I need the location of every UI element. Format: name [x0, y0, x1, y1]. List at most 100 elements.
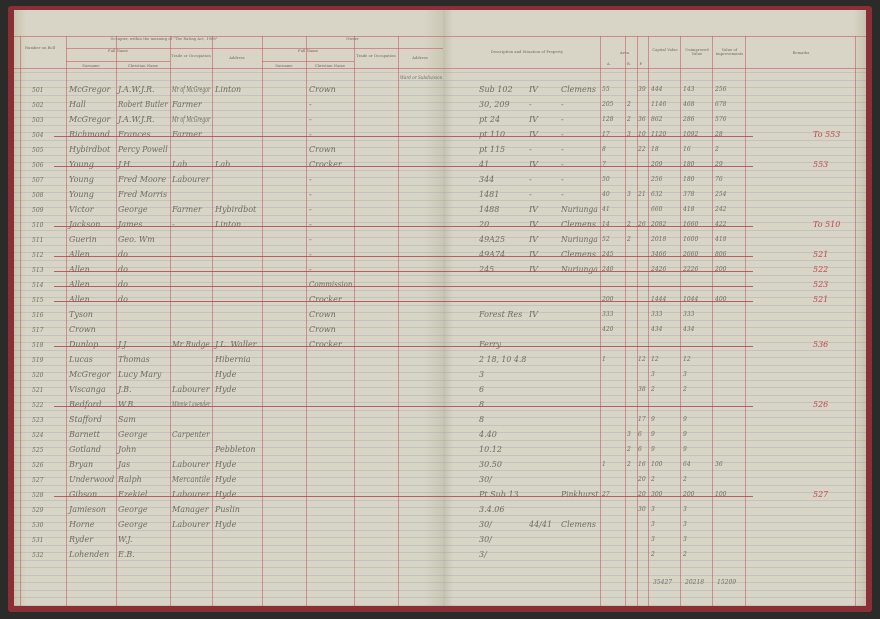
occupier-christian-name: do	[118, 280, 128, 289]
ruled-line	[14, 102, 443, 103]
column-rule	[66, 36, 67, 606]
capital-value: 1146	[651, 101, 667, 108]
occupier-christian-name: Frances	[118, 130, 151, 139]
ruled-line	[443, 454, 866, 456]
header-value-of-improvements: Value of Improvements	[715, 48, 744, 56]
strike-through-line	[443, 496, 753, 497]
ruled-line	[443, 297, 866, 298]
property-description: Pt Sub 13	[479, 490, 519, 499]
occupier-surname: Lohenden	[69, 550, 110, 559]
ruled-line	[443, 499, 866, 501]
ruled-line	[443, 514, 866, 516]
area-roods: 3	[627, 131, 631, 138]
unimproved-value: 1600	[683, 236, 699, 243]
ruled-line	[14, 222, 443, 223]
occupier-address: Hyde	[215, 490, 237, 499]
unimproved-value: 9	[683, 446, 687, 453]
ruled-line	[443, 552, 866, 553]
occupier-surname: Guerin	[69, 235, 97, 244]
header-owner-surname: Surname	[275, 64, 293, 68]
ruled-line	[14, 177, 443, 178]
property-description: 30, 209	[479, 100, 510, 109]
ruled-line	[14, 72, 443, 73]
area-roods: 3	[627, 191, 631, 198]
ruled-line	[14, 297, 443, 298]
occupier-address: Hybirdbot	[215, 205, 257, 214]
improvements-value: 418	[715, 236, 727, 243]
occupier-christian-name: do	[118, 265, 128, 274]
owner-surname: -	[309, 175, 312, 184]
ruled-line	[443, 447, 866, 448]
ruled-line	[14, 364, 443, 366]
remark-red: 526	[813, 400, 829, 409]
strike-through-line	[443, 301, 753, 302]
occupier-surname: Gibson	[69, 490, 98, 499]
ruled-line	[443, 567, 866, 568]
property-description: 49A25	[479, 235, 506, 244]
unimproved-value: 286	[683, 116, 695, 123]
ruled-line	[443, 132, 866, 133]
improvements-value: 29	[715, 161, 723, 168]
improvements-value: 76	[715, 176, 723, 183]
property-district: -	[561, 175, 564, 184]
roll-number: 508	[32, 192, 44, 199]
header-address: Address	[229, 56, 245, 60]
improvements-value: 576	[715, 116, 727, 123]
column-rule	[648, 36, 649, 606]
property-description: 344	[479, 175, 495, 184]
ruled-line	[14, 559, 443, 561]
remark-red: 521	[813, 250, 829, 259]
area-acres: 52	[602, 236, 610, 243]
occupier-surname: Crown	[69, 325, 96, 334]
property-description: 10.12	[479, 445, 502, 454]
property-description: 4.40	[479, 430, 497, 439]
ruled-line	[443, 124, 866, 126]
area-acres: 1	[602, 356, 606, 363]
owner-surname: Crocker	[309, 340, 342, 349]
occupier-surname: Ryder	[69, 535, 94, 544]
improvements-value: 28	[715, 131, 723, 138]
occupier-christian-name: Lucy Mary	[118, 370, 162, 379]
property-district: Clemens	[561, 520, 596, 529]
ruled-line	[443, 432, 866, 433]
ruled-line	[14, 214, 443, 216]
occupier-trade: Carpenter	[172, 430, 210, 439]
occupier-surname: McGregor	[69, 115, 111, 124]
area-acres: 420	[602, 326, 614, 333]
occupier-surname: Hall	[69, 100, 86, 109]
capital-value: 632	[651, 191, 663, 198]
occupier-address: Linton	[215, 220, 242, 229]
property-description: 245	[479, 265, 495, 274]
ruled-line	[14, 417, 443, 418]
owner-surname: Crown	[309, 310, 336, 319]
capital-value: 2	[651, 551, 655, 558]
occupier-address: Hibernia	[215, 355, 251, 364]
roll-number: 513	[32, 267, 44, 274]
ruled-line	[443, 507, 866, 508]
column-rule	[712, 36, 713, 606]
ruled-line	[443, 207, 866, 208]
right-page: Description and Situation of Property Ar…	[443, 10, 866, 606]
property-district: -	[561, 145, 564, 154]
improvements-value: 36	[715, 461, 723, 468]
property-block: -	[529, 175, 532, 184]
area-perches: 16	[638, 461, 646, 468]
property-district: Clemens	[561, 250, 596, 259]
area-acres: 40	[602, 191, 610, 198]
header-christian-name: Christian Name	[127, 64, 159, 68]
improvements-value: 2	[715, 146, 719, 153]
ruled-line	[443, 267, 866, 268]
capital-value: 2082	[651, 221, 667, 228]
unimproved-value: 418	[683, 206, 695, 213]
improvements-value: 806	[715, 251, 727, 258]
area-acres: 240	[602, 266, 614, 273]
column-rule	[398, 36, 399, 606]
remark-red: 521	[813, 295, 829, 304]
area-perches: 36	[638, 116, 646, 123]
header-description: Description and Situation of Property	[490, 50, 564, 54]
area-perches: 22	[638, 146, 646, 153]
remark-red: 522	[813, 265, 829, 274]
property-block: IV	[529, 85, 538, 94]
occupier-trade: Farmer	[172, 100, 202, 109]
occupier-christian-name: Geo. Wm	[118, 235, 155, 244]
